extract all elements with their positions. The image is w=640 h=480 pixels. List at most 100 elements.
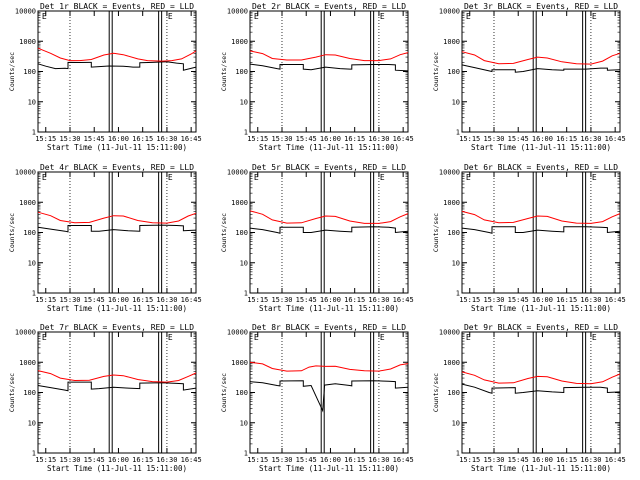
chart-title: Det 7r BLACK = Events, RED = LLD	[40, 323, 194, 332]
y-axis-label: Counts/sec	[432, 373, 440, 412]
y-tick-label: 10000	[15, 8, 36, 16]
event-marker-label: E	[466, 12, 471, 21]
y-tick-label: 100	[447, 229, 460, 237]
x-tick-label: 16:45	[605, 296, 626, 304]
y-tick-label: 10000	[15, 169, 36, 177]
x-tick-label: 15:45	[296, 135, 317, 143]
y-tick-label: 1	[244, 450, 248, 458]
x-axis-label: Start Time (11-Jul-11 15:11:00)	[471, 143, 611, 152]
panel-6: Det 6r BLACK = Events, RED = LLD 1 10 100 10…	[432, 163, 626, 313]
x-tick-label: 15:30	[271, 296, 292, 304]
x-tick-label: 15:45	[296, 296, 317, 304]
x-tick-label: 16:45	[393, 456, 414, 464]
x-tick-label: 16:30	[368, 296, 389, 304]
x-tick-label: 16:15	[556, 456, 577, 464]
x-tick-label: 16:00	[532, 456, 553, 464]
x-tick-label: 16:00	[320, 456, 341, 464]
x-tick-label: 16:15	[132, 135, 153, 143]
events-series-line	[249, 63, 409, 72]
y-tick-label: 1	[32, 450, 36, 458]
events-series-line	[249, 226, 409, 234]
events-series-line	[37, 224, 197, 233]
plot-frame	[37, 10, 197, 133]
y-tick-label: 1000	[231, 359, 248, 367]
x-tick-label: 16:30	[156, 135, 177, 143]
y-tick-label: 100	[235, 68, 248, 76]
y-tick-label: 1	[244, 129, 248, 137]
chart-title: Det 1r BLACK = Events, RED = LLD	[40, 2, 194, 11]
event-marker-label: E	[168, 333, 173, 342]
y-tick-label: 100	[447, 68, 460, 76]
y-tick-label: 100	[23, 68, 36, 76]
event-marker-label: E	[380, 173, 385, 182]
event-marker-label: E	[466, 333, 471, 342]
x-tick-label: 16:00	[108, 456, 129, 464]
x-tick-label: 15:15	[459, 456, 480, 464]
chart-title: Det 8r BLACK = Events, RED = LLD	[252, 323, 406, 332]
y-axis-label: Counts/sec	[432, 52, 440, 91]
y-axis-label: Counts/sec	[220, 213, 228, 252]
lld-series-line	[37, 47, 197, 62]
y-axis-label: Counts/sec	[8, 52, 16, 91]
x-tick-label: 15:30	[59, 296, 80, 304]
x-tick-label: 16:30	[156, 456, 177, 464]
x-axis-label: Start Time (11-Jul-11 15:11:00)	[47, 143, 187, 152]
y-tick-label: 100	[23, 229, 36, 237]
x-tick-label: 16:15	[344, 135, 365, 143]
plot-frame	[461, 171, 621, 294]
lld-series-line	[461, 210, 621, 224]
events-series-line	[461, 226, 621, 234]
x-tick-label: 16:30	[368, 135, 389, 143]
x-axis-label: Start Time (11-Jul-11 15:11:00)	[471, 304, 611, 313]
panel-5: Det 5r BLACK = Events, RED = LLD 1 10 100 10…	[220, 163, 414, 313]
events-series-line	[461, 64, 621, 73]
y-axis-label: Counts/sec	[220, 373, 228, 412]
y-tick-label: 10	[452, 98, 460, 106]
event-marker-label: E	[592, 12, 597, 21]
y-tick-label: 1000	[443, 359, 460, 367]
chart-title: Det 9r BLACK = Events, RED = LLD	[464, 323, 618, 332]
chart-title: Det 5r BLACK = Events, RED = LLD	[252, 163, 406, 172]
y-tick-label: 10	[240, 419, 248, 427]
x-axis-label: Start Time (11-Jul-11 15:11:00)	[471, 464, 611, 473]
x-tick-label: 16:45	[393, 135, 414, 143]
y-tick-label: 1000	[443, 199, 460, 207]
x-tick-label: 15:45	[508, 296, 529, 304]
event-marker-label: E	[42, 173, 47, 182]
x-tick-label: 15:30	[483, 135, 504, 143]
panel-9: Det 9r BLACK = Events, RED = LLD 1 10 100 10…	[432, 323, 626, 473]
event-marker-label: E	[254, 12, 259, 21]
event-marker-label: E	[168, 12, 173, 21]
x-tick-label: 16:30	[580, 456, 601, 464]
y-tick-label: 1000	[231, 38, 248, 46]
y-tick-label: 10000	[439, 8, 460, 16]
x-axis-label: Start Time (11-Jul-11 15:11:00)	[259, 464, 399, 473]
y-tick-label: 10	[28, 259, 36, 267]
x-tick-label: 16:15	[132, 296, 153, 304]
x-tick-label: 15:15	[459, 135, 480, 143]
x-tick-label: 15:45	[508, 456, 529, 464]
x-tick-label: 16:00	[320, 296, 341, 304]
x-tick-label: 16:00	[532, 135, 553, 143]
x-tick-label: 16:15	[132, 456, 153, 464]
y-tick-label: 1	[244, 290, 248, 298]
event-marker-label: E	[380, 333, 385, 342]
x-tick-label: 16:45	[181, 296, 202, 304]
x-tick-label: 15:45	[84, 296, 105, 304]
event-marker-label: E	[380, 12, 385, 21]
y-tick-label: 10	[28, 98, 36, 106]
y-tick-label: 1000	[19, 38, 36, 46]
x-tick-label: 15:15	[247, 135, 268, 143]
x-axis-label: Start Time (11-Jul-11 15:11:00)	[259, 304, 399, 313]
x-tick-label: 16:15	[344, 296, 365, 304]
y-tick-label: 1	[456, 450, 460, 458]
event-marker-label: E	[592, 333, 597, 342]
x-tick-label: 15:45	[508, 135, 529, 143]
x-tick-label: 16:45	[605, 135, 626, 143]
x-axis-label: Start Time (11-Jul-11 15:11:00)	[47, 304, 187, 313]
plot-frame	[37, 331, 197, 454]
x-tick-label: 15:45	[84, 456, 105, 464]
y-tick-label: 1	[456, 129, 460, 137]
event-marker-label: E	[254, 333, 259, 342]
